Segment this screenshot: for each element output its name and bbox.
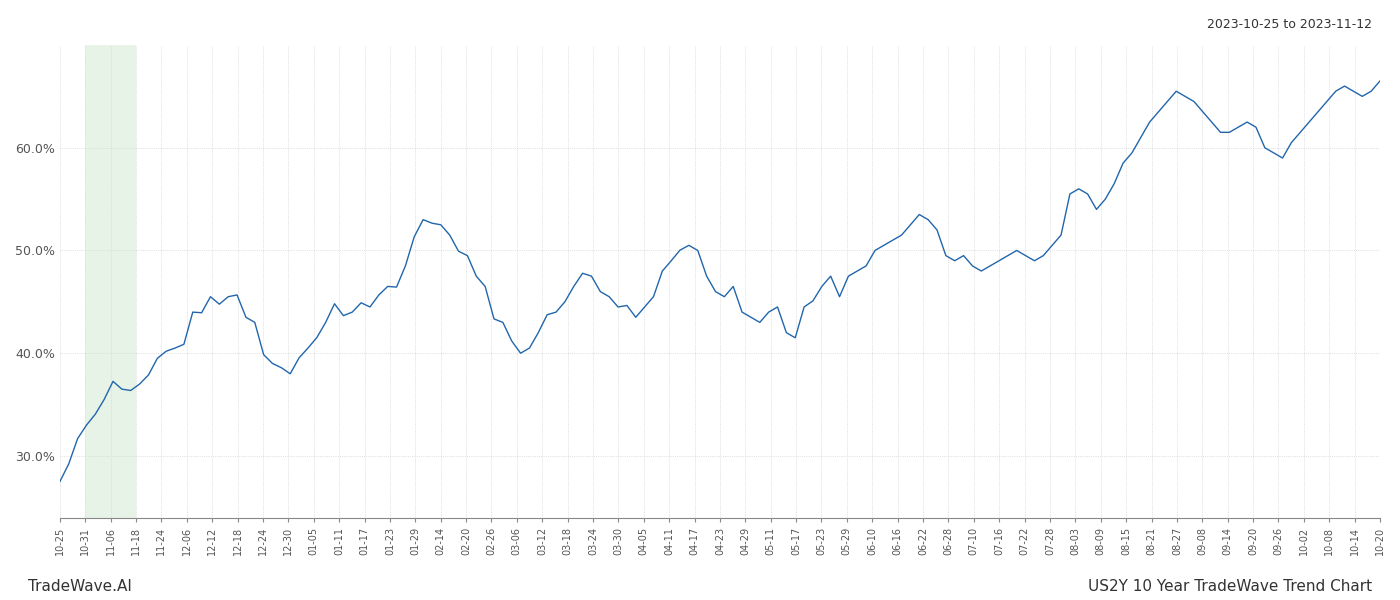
Bar bbox=[85, 45, 136, 518]
Text: TradeWave.AI: TradeWave.AI bbox=[28, 579, 132, 594]
Text: 2023-10-25 to 2023-11-12: 2023-10-25 to 2023-11-12 bbox=[1207, 18, 1372, 31]
Text: US2Y 10 Year TradeWave Trend Chart: US2Y 10 Year TradeWave Trend Chart bbox=[1088, 579, 1372, 594]
